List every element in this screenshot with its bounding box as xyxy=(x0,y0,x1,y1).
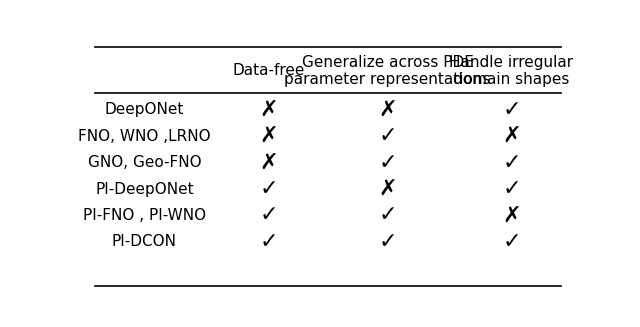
Text: ✓: ✓ xyxy=(378,153,397,173)
Text: ✓: ✓ xyxy=(378,126,397,146)
Text: ✗: ✗ xyxy=(502,205,521,226)
Text: Data-free: Data-free xyxy=(232,63,305,78)
Text: ✓: ✓ xyxy=(502,153,521,173)
Text: PI-FNO , PI-WNO: PI-FNO , PI-WNO xyxy=(83,208,206,223)
Text: ✗: ✗ xyxy=(259,126,278,146)
Text: PI-DeepONet: PI-DeepONet xyxy=(95,181,194,197)
Text: ✗: ✗ xyxy=(259,100,278,120)
Text: PI-DCON: PI-DCON xyxy=(112,234,177,250)
Text: ✗: ✗ xyxy=(259,153,278,173)
Text: ✓: ✓ xyxy=(502,179,521,199)
Text: ✓: ✓ xyxy=(378,205,397,226)
Text: DeepONet: DeepONet xyxy=(105,102,184,117)
Text: ✗: ✗ xyxy=(378,100,397,120)
Text: Handle irregular
domain shapes: Handle irregular domain shapes xyxy=(449,55,573,87)
Text: ✓: ✓ xyxy=(502,232,521,252)
Text: ✓: ✓ xyxy=(502,100,521,120)
Text: ✓: ✓ xyxy=(259,205,278,226)
Text: FNO, WNO ,LRNO: FNO, WNO ,LRNO xyxy=(78,129,211,144)
Text: ✓: ✓ xyxy=(378,232,397,252)
Text: ✓: ✓ xyxy=(259,179,278,199)
Text: ✓: ✓ xyxy=(259,232,278,252)
Text: ✗: ✗ xyxy=(502,126,521,146)
Text: Generalize across PDE
parameter representations: Generalize across PDE parameter represen… xyxy=(284,55,491,87)
Text: ✗: ✗ xyxy=(378,179,397,199)
Text: GNO, Geo-FNO: GNO, Geo-FNO xyxy=(88,155,202,170)
